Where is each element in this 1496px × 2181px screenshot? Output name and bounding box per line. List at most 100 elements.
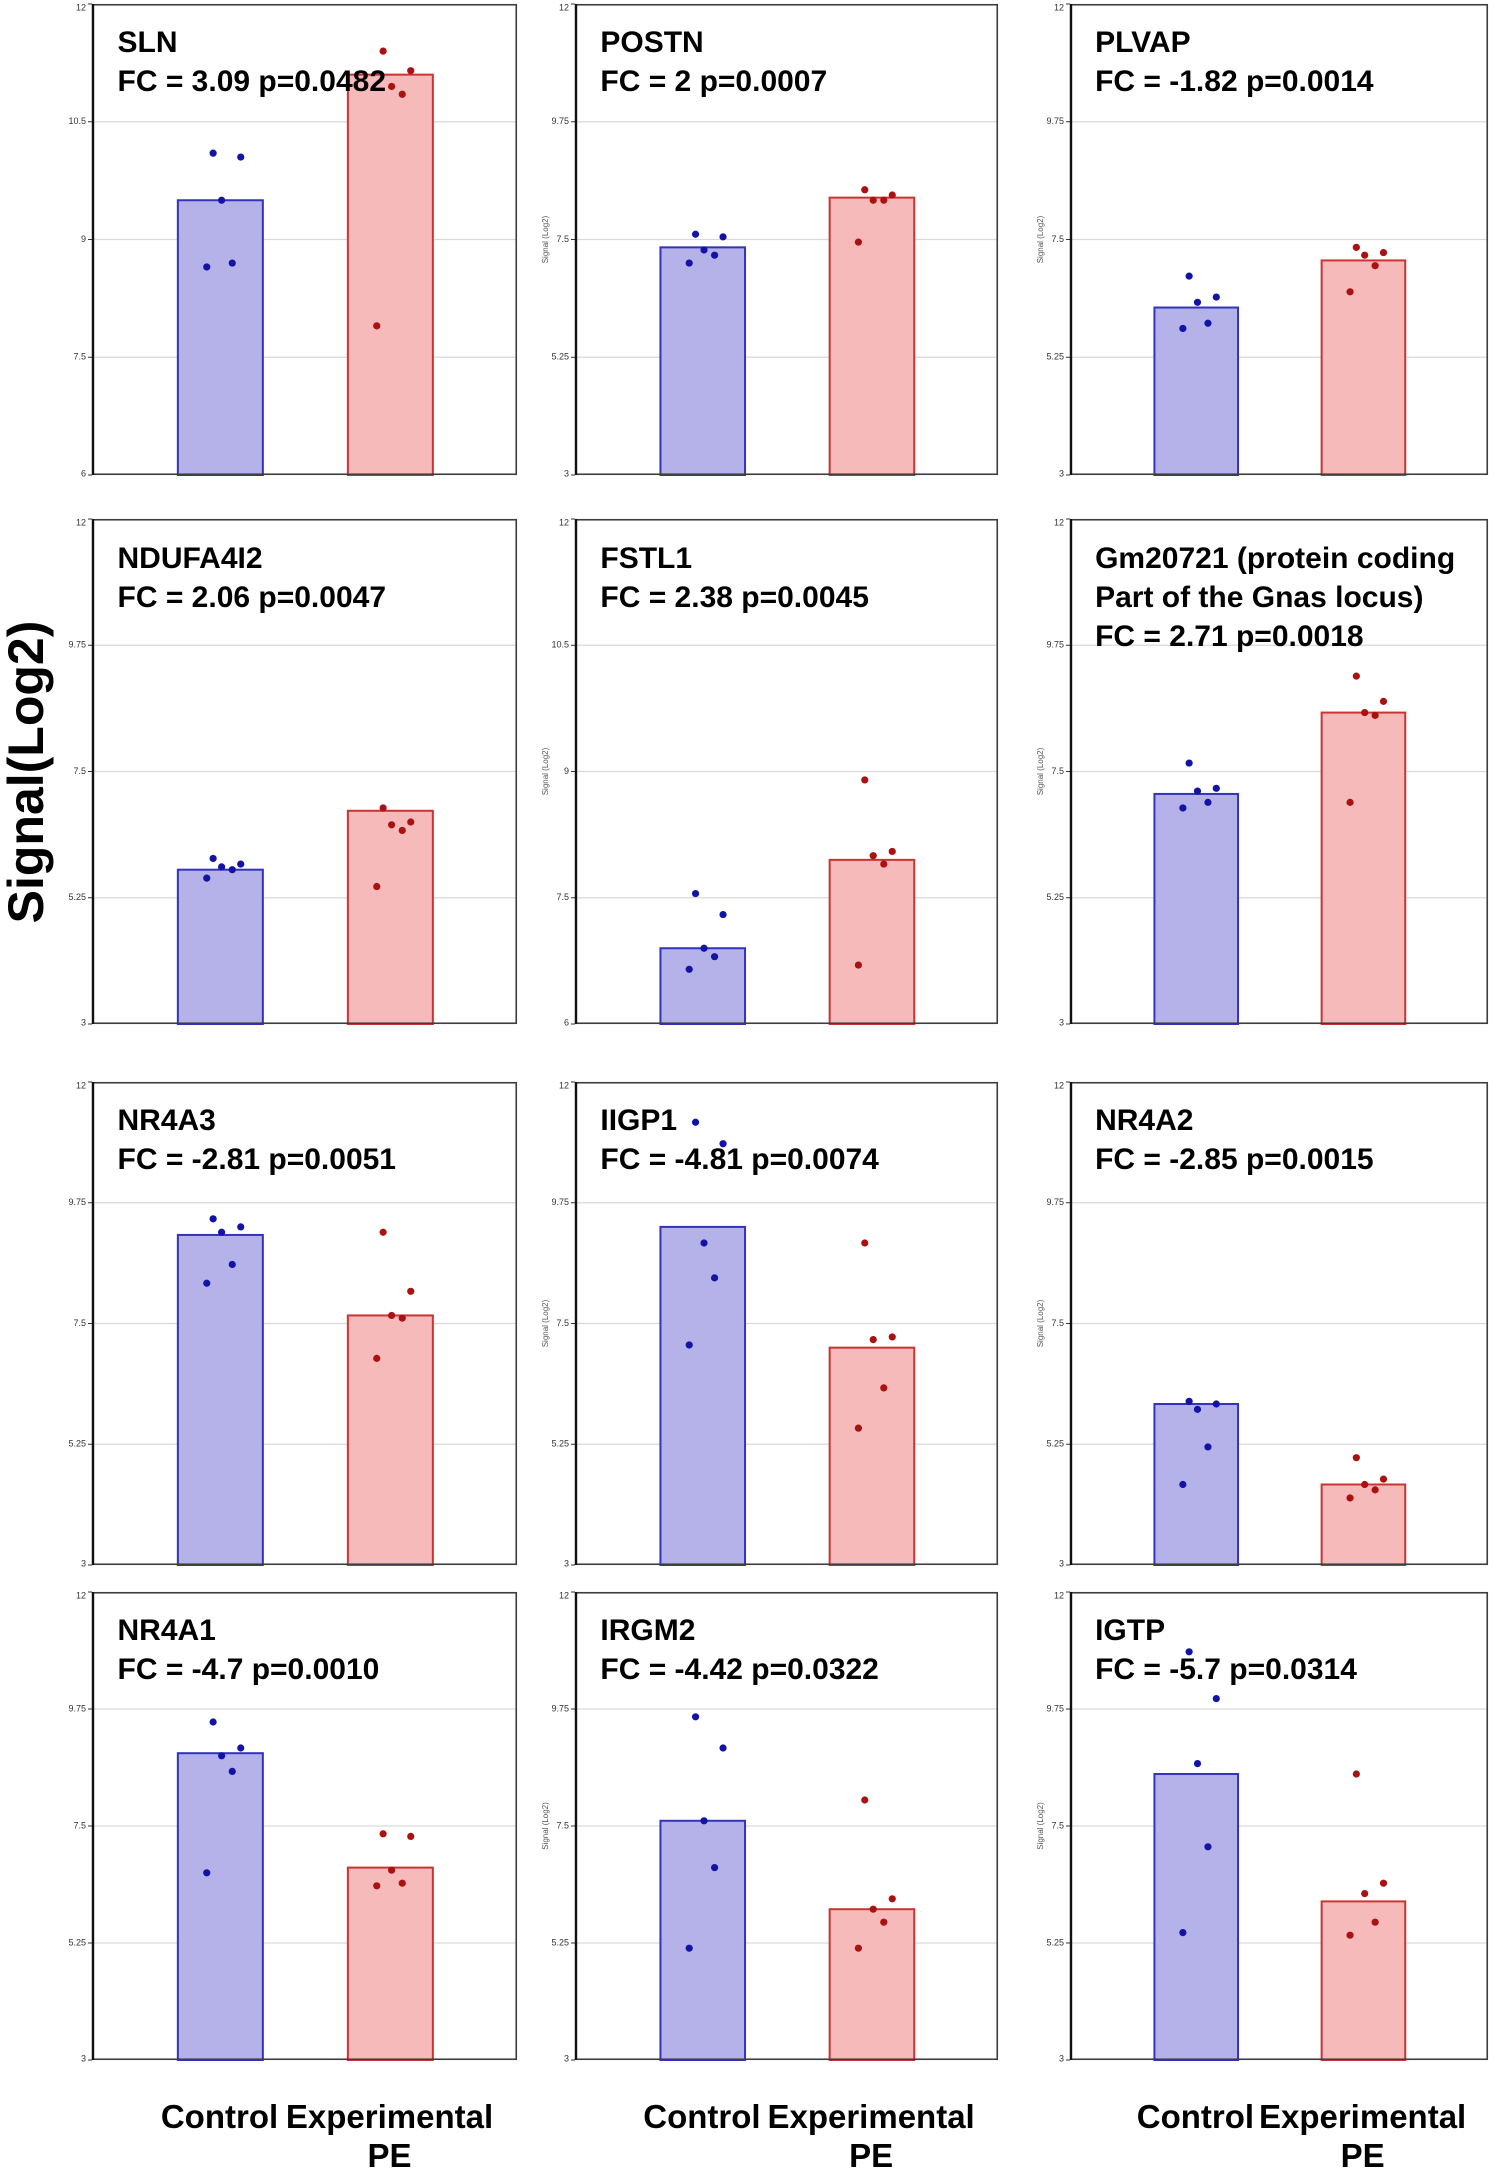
y-tick-label: 7.5 [73,1820,86,1830]
control-bar [176,1752,264,2061]
panel-igtp: 12 9.75 7.5 5.25 3 Signal (Log2) IGTP FC = -5.7… [1036,1590,1489,2063]
y-tick-label: 7.5 [73,1318,86,1328]
pe-data-point [398,826,406,835]
y-tick-label: 9.75 [551,1703,569,1713]
pe-data-point [407,67,415,75]
x-category-label-experimental-pe: Experimental PE [286,2098,493,2176]
pe-data-point [880,1384,888,1392]
pe-data-point [1361,1890,1369,1898]
y-tick-label: 7.5 [1051,1318,1064,1328]
panel-title-line: NR4A2 [1095,1104,1194,1138]
y-tick-label: 3 [1059,2053,1064,2063]
pe-data-point [388,821,396,829]
panel-title: PLVAP FC = -1.82 p=0.0014 [1095,23,1480,101]
control-data-point [237,153,245,161]
control-data-point [691,230,700,238]
panel-title-line: POSTN [600,25,704,59]
panel-plot-area: 12 9.75 7.5 5.25 3 Signal (Log2) [541,1590,999,2063]
panel-plot-area: 12 9.75 7.5 5.25 3 Signal (Log2) [541,2,999,478]
pe-data-point [1371,1918,1379,1926]
panel-plot-area: 12 9.75 7.5 5.25 3 Signal (Log2) [541,1080,999,1568]
control-data-point [203,263,211,271]
panel-irgm2: 12 9.75 7.5 5.25 3 Signal (Log2) IRGM2 FC = -4.… [541,1590,999,2063]
pe-data-point [373,322,381,330]
panel-plot-area: 12 9.75 7.5 5.25 3 Signal (Log2) [1036,1080,1489,1568]
y-tick-label: 9.75 [1046,1703,1064,1713]
control-data-point [1204,1843,1212,1851]
y-tick-label: 7.5 [1051,766,1064,776]
pe-data-point [1379,1475,1388,1483]
pe-data-point [1352,243,1360,251]
y-tick-label: 3 [81,2053,86,2063]
control-data-point [1204,319,1212,327]
pe-bar [346,1314,434,1566]
control-data-point [237,1744,245,1752]
pe-data-point [373,1882,381,1890]
panel-title: NR4A2 FC = -2.85 p=0.0015 [1095,1101,1480,1179]
control-data-point [209,1215,217,1223]
control-bar [659,1225,747,1566]
pe-data-point [869,196,877,204]
control-data-point [1179,1929,1187,1937]
pe-data-point [379,1228,387,1236]
y-tick-label: 7.5 [556,234,569,244]
y-tick-label: 9.75 [68,1703,86,1713]
y-tick-label: 12 [559,517,569,527]
panel-plot-area: 12 9.75 7.5 5.25 3 [68,1590,518,2063]
pe-data-point [1352,1454,1360,1462]
pe-data-point [854,961,863,969]
control-data-point [1212,293,1220,301]
control-data-point [1204,798,1212,806]
pe-data-point [1346,798,1354,806]
y-tick-label: 9.75 [68,640,86,650]
y-tick-label: 7.5 [556,892,569,902]
panel-title: SLN FC = 3.09 p=0.0482 [118,23,509,101]
y-tick-label: 3 [1059,1017,1064,1027]
pe-bar [346,73,434,477]
control-data-point [237,1223,245,1231]
panel-nr4a2: 12 9.75 7.5 5.25 3 Signal (Log2) NR4A2 FC = -2.… [1036,1080,1489,1568]
pe-data-point [861,186,869,194]
panel-title-line: FC = -2.85 p=0.0015 [1095,1143,1374,1177]
y-tick-label: 7.5 [1051,1820,1064,1830]
experimental-label-line2: PE [367,2136,412,2174]
y-tick-label: 9.75 [68,1197,86,1207]
panel-title-line: Gm20721 (protein coding [1095,542,1456,576]
pe-data-point [388,1866,396,1874]
panel-title-line: FC = -2.81 p=0.0051 [117,1143,397,1177]
control-data-point [700,944,708,952]
control-data-point [228,259,236,267]
y-tick-label: 6 [564,1017,569,1027]
y-axis-label-small: Signal (Log2) [1036,1802,1045,1850]
x-category-label-experimental-pe: Experimental PE [767,2098,974,2176]
y-tick-label: 12 [1054,2,1064,12]
y-tick-label: 9.75 [1046,1197,1064,1207]
y-tick-label: 5.25 [68,1937,86,1947]
y-axis-label-small: Signal (Log2) [1036,215,1045,263]
pe-data-point [880,1918,888,1926]
control-bar [1153,1773,1240,2061]
pe-data-point [1346,288,1354,296]
y-tick-label: 5.25 [68,1439,86,1449]
control-data-point [203,874,211,882]
y-tick-label: 6 [81,468,86,478]
control-data-point [1193,298,1202,306]
pe-bar [1320,259,1407,476]
pe-data-point [1352,1770,1360,1778]
control-data-point [209,149,217,157]
y-tick-label: 7.5 [1051,234,1064,244]
pe-bar [828,858,916,1025]
panel-title: POSTN FC = 2 p=0.0007 [600,23,989,101]
panel-plot-area: 12 9.75 7.5 5.25 3 Signal (Log2) [1036,1590,1489,2063]
y-tick-label: 7.5 [73,352,86,362]
pe-data-point [398,90,406,98]
y-tick-label: 12 [559,2,569,12]
pe-data-point [1371,262,1379,270]
pe-data-point [888,191,896,199]
panel-title-line: FC = 2.71 p=0.0018 [1095,620,1364,654]
pe-data-point [861,1796,869,1804]
pe-bar [346,1866,434,2061]
panel-title-line: PLVAP [1095,25,1191,59]
pe-data-point [1371,1486,1379,1494]
y-tick-label: 3 [1059,1558,1064,1568]
